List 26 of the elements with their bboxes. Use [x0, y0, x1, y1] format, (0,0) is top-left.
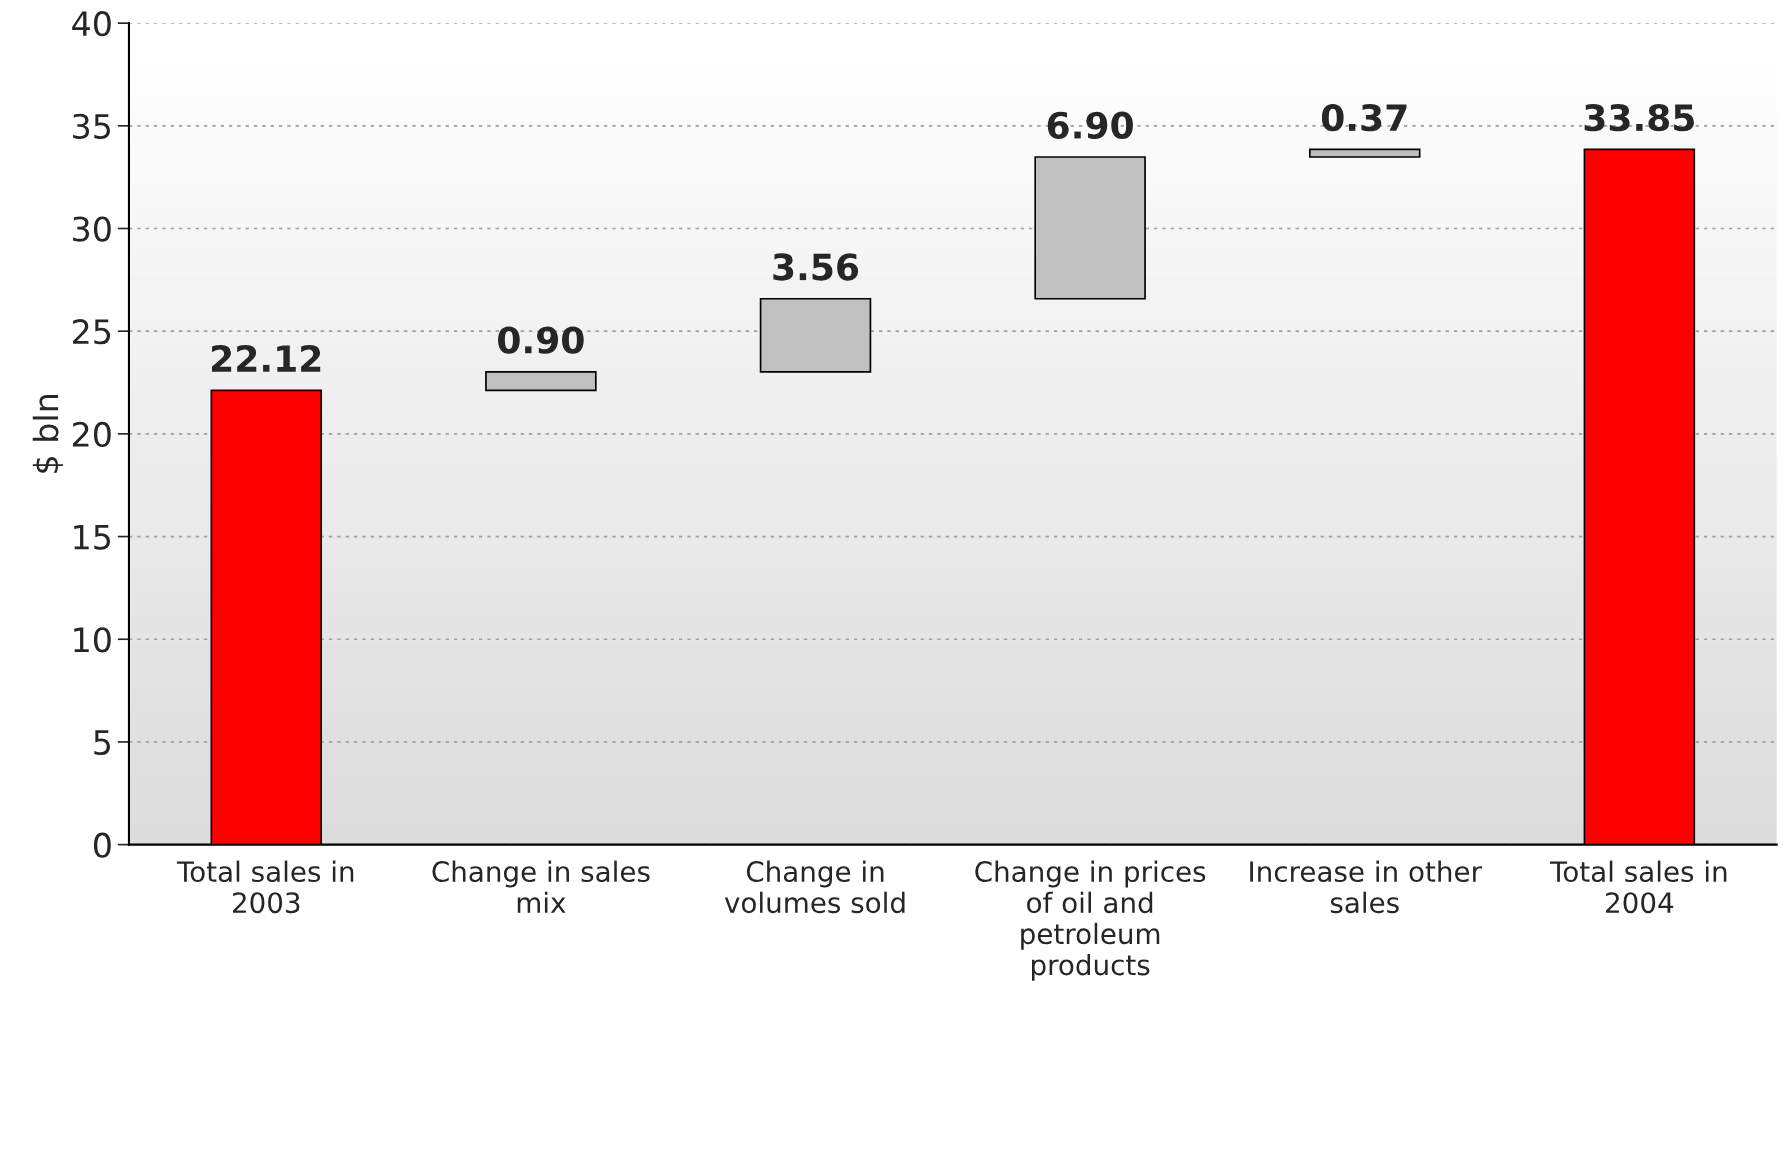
y-tick-label: 0 — [93, 832, 111, 858]
data-label: 33.85 — [1584, 104, 1694, 132]
data-label: 0.37 — [1321, 104, 1407, 132]
bar — [1308, 148, 1421, 158]
y-tick-label: 15 — [74, 524, 111, 550]
x-tick-label: Increase in other sales — [1250, 860, 1482, 914]
bar — [759, 297, 872, 373]
y-tick-label: 20 — [73, 421, 111, 448]
y-tick-label: 35 — [73, 113, 111, 139]
data-label: 6.90 — [1047, 111, 1133, 139]
x-tick-label: Change in sales mix — [432, 860, 650, 913]
data-label: 0.90 — [498, 326, 584, 354]
y-tick-label: 5 — [94, 730, 111, 756]
x-tick-label: Change in prices of oil and petroleum products — [975, 860, 1206, 981]
y-tick-label: 25 — [73, 319, 111, 345]
x-tick-label: Total sales in 2004 — [1549, 860, 1727, 914]
data-label: 3.56 — [773, 253, 859, 281]
y-axis-title: $ bln — [32, 395, 63, 473]
bar — [485, 371, 597, 392]
bar — [1034, 156, 1146, 300]
x-tick-label: Total sales in 2003 — [176, 860, 354, 914]
y-tick-label: 10 — [74, 627, 111, 653]
y-tick-label: 40 — [72, 11, 111, 37]
y-tick-label: 30 — [73, 216, 111, 242]
data-label: 22.12 — [212, 344, 321, 372]
x-tick-label: Change in volumes sold — [724, 860, 905, 914]
